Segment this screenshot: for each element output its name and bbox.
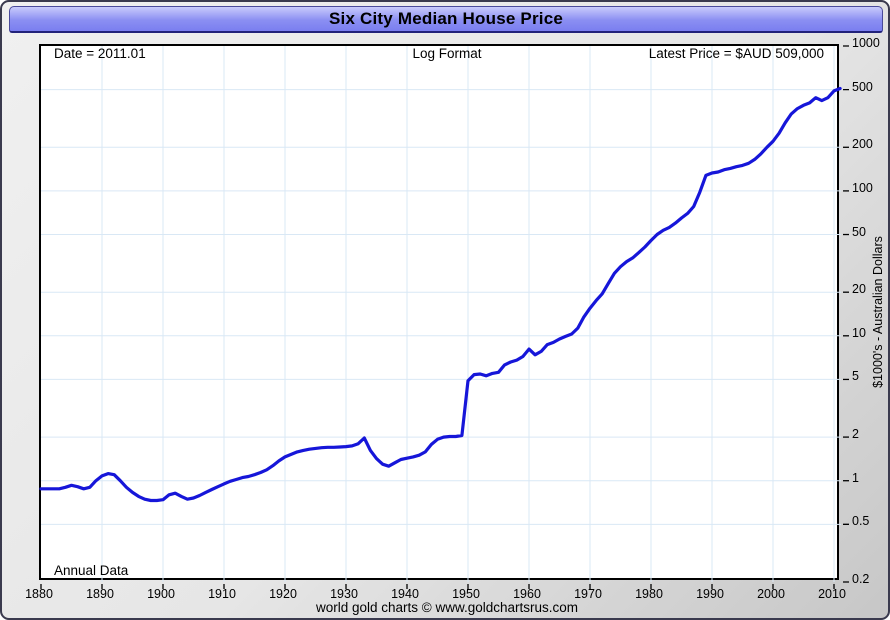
y-tick-label: 100: [852, 180, 873, 195]
axis-ticks: [40, 45, 849, 589]
x-tick-label: 1900: [147, 587, 175, 601]
y-tick-label: 5: [852, 369, 859, 384]
y-tick-label: 500: [852, 79, 873, 94]
y-tick-label: 0.2: [852, 572, 870, 586]
x-tick-label: 1930: [330, 587, 358, 601]
y-tick-label: 10: [852, 325, 866, 340]
window-title: Six City Median House Price: [328, 9, 564, 28]
log-format-annotation: Log Format: [412, 46, 482, 61]
x-tick-label: 1980: [635, 587, 663, 601]
x-tick-label: 1960: [513, 587, 541, 601]
x-tick-label: 1990: [696, 587, 724, 601]
x-tick-label: 2010: [818, 587, 846, 601]
y-tick-label: 50: [852, 224, 866, 239]
x-tick-label: 1970: [574, 587, 602, 601]
x-tick-label: 2000: [757, 587, 785, 601]
x-tick-label: 1890: [86, 587, 114, 601]
y-tick-label: 1000: [852, 36, 880, 50]
window-titlebar: Six City Median House Price: [9, 6, 883, 33]
x-tick-label: 1880: [25, 587, 53, 601]
footer-credit: world gold charts © www.goldchartsrus.co…: [315, 600, 579, 615]
x-tick-label: 1920: [269, 587, 297, 601]
price-chart: [39, 45, 849, 589]
frequency-annotation: Annual Data: [54, 563, 129, 578]
price-line-series: [39, 86, 842, 503]
y-tick-label: 0.5: [852, 514, 870, 529]
date-annotation: Date = 2011.01: [54, 46, 146, 61]
y-tick-label: 2: [852, 427, 859, 442]
latest-price-annotation: Latest Price = $AUD 509,000: [648, 46, 824, 61]
y-axis-title: $1000's - Australian Dollars: [871, 236, 885, 388]
y-tick-label: 200: [852, 137, 873, 152]
x-tick-label: 1950: [452, 587, 480, 601]
gridlines: [41, 46, 841, 582]
x-tick-label: 1940: [391, 587, 419, 601]
y-tick-label: 20: [852, 282, 866, 297]
plot-area: [39, 44, 849, 589]
y-tick-label: 1: [852, 470, 859, 485]
x-tick-label: 1910: [208, 587, 236, 601]
